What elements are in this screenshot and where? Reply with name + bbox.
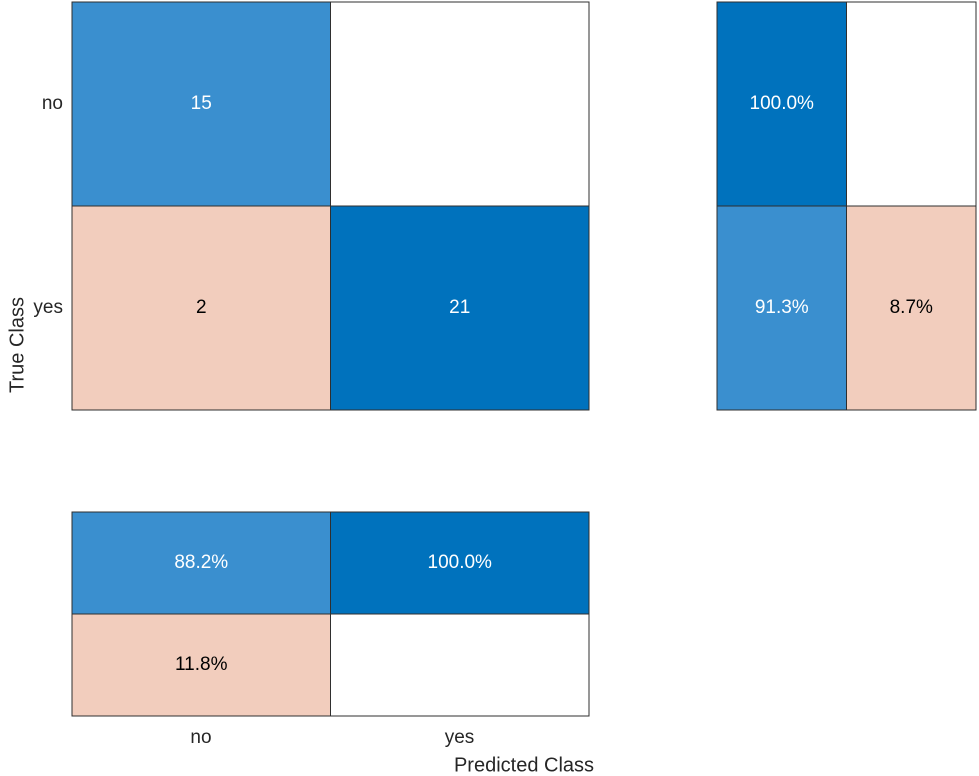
matrix-cell-yes-yes bbox=[330, 205, 590, 411]
row-summary-value-no-no: 100.0% bbox=[750, 93, 815, 114]
column-summary-value-yes-no: 11.8% bbox=[175, 654, 228, 675]
matrix-value-yes-no: 2 bbox=[196, 297, 207, 318]
column-summary-cell-no-no bbox=[71, 511, 331, 615]
column-summary-value-no-yes: 100.0% bbox=[428, 552, 493, 573]
row-summary-cell-yes-yes bbox=[846, 205, 977, 411]
matrix-cell-yes-no bbox=[71, 205, 331, 411]
column-summary-cell-yes-no bbox=[71, 613, 331, 717]
row-summary-cell-no-yes bbox=[846, 1, 977, 207]
column-summary-value-no-no: 88.2% bbox=[174, 552, 228, 573]
x-tick-label-yes: yes bbox=[445, 727, 475, 748]
row-summary-value-yes-yes: 8.7% bbox=[890, 297, 933, 318]
x-axis-label: Predicted Class bbox=[454, 754, 594, 776]
row-summary-grid: 100.0% 91.3% 8.7% bbox=[716, 1, 977, 411]
matrix-cell-no-yes bbox=[330, 1, 590, 207]
column-summary-cell-no-yes bbox=[330, 511, 590, 615]
column-summary-grid: 88.2% 100.0% 11.8% bbox=[71, 511, 590, 717]
y-tick-label-yes: yes bbox=[33, 297, 63, 318]
column-summary-cell-yes-yes bbox=[330, 613, 590, 717]
row-summary-cell-no-no bbox=[716, 1, 847, 207]
row-summary-cell-yes-no bbox=[716, 205, 847, 411]
y-tick-label-no: no bbox=[42, 93, 63, 114]
matrix-value-yes-yes: 21 bbox=[449, 297, 470, 318]
confusion-matrix-grid: 15 2 21 bbox=[71, 1, 590, 411]
tick-labels: no no yes yes bbox=[33, 93, 474, 748]
matrix-cell-no-no bbox=[71, 1, 331, 207]
row-summary-value-yes-no: 91.3% bbox=[755, 297, 809, 318]
matrix-value-no-no: 15 bbox=[191, 93, 212, 114]
y-axis-label: True Class bbox=[6, 297, 28, 393]
x-tick-label-no: no bbox=[190, 727, 211, 748]
